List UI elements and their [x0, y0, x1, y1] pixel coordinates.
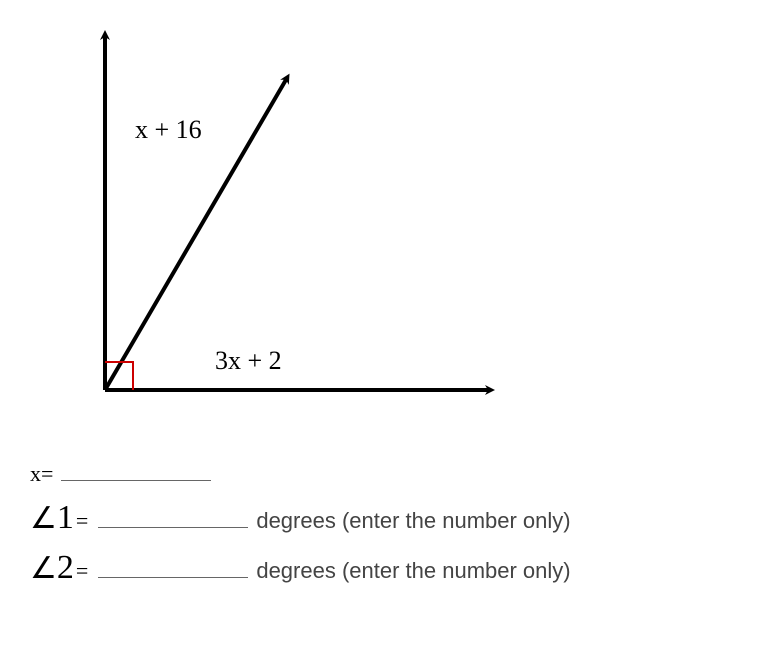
- q1-prefix: x=: [30, 461, 53, 487]
- q2-angle-number: 1: [57, 499, 74, 537]
- q3-prefix: ∠2=: [30, 549, 90, 587]
- q2-blank[interactable]: [98, 507, 248, 528]
- label-angle-2: 3x + 2: [215, 346, 282, 376]
- q3-angle-symbol: ∠: [30, 551, 57, 586]
- q2-suffix: degrees (enter the number only): [256, 508, 570, 534]
- question-angle1: ∠1= degrees (enter the number only): [30, 499, 753, 537]
- q3-equals: =: [76, 558, 88, 584]
- question-x: x=: [30, 460, 753, 487]
- label-angle-1: x + 16: [135, 115, 202, 145]
- questions-block: x= ∠1= degrees (enter the number only) ∠…: [30, 460, 753, 587]
- q2-equals: =: [76, 508, 88, 534]
- question-angle2: ∠2= degrees (enter the number only): [30, 549, 753, 587]
- q1-blank[interactable]: [61, 460, 211, 481]
- q2-prefix: ∠1=: [30, 499, 90, 537]
- q3-angle-number: 2: [57, 549, 74, 587]
- q2-angle-symbol: ∠: [30, 501, 57, 536]
- q3-blank[interactable]: [98, 557, 248, 578]
- angle-diagram: x + 16 3x + 2: [45, 20, 495, 420]
- q3-suffix: degrees (enter the number only): [256, 558, 570, 584]
